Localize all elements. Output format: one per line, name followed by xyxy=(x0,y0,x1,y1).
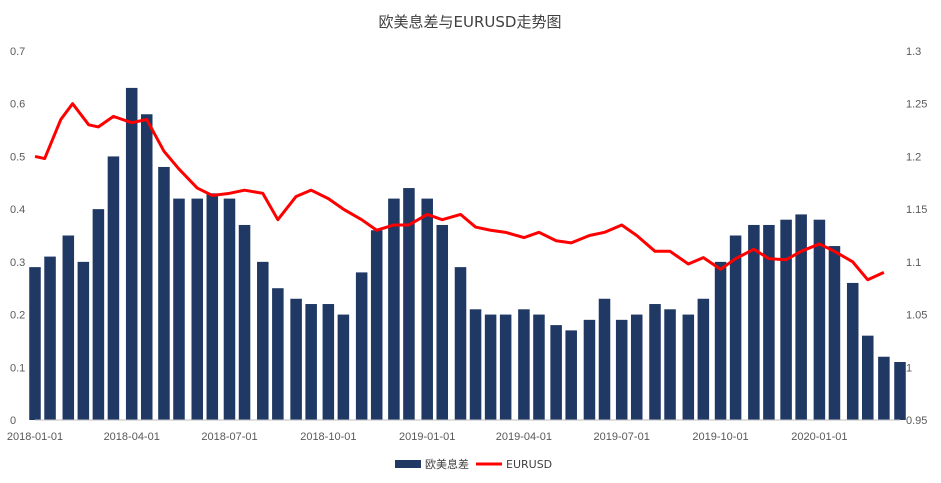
spread-bar xyxy=(173,198,185,420)
spread-bar xyxy=(729,235,742,420)
spread-bar xyxy=(370,230,383,420)
spread-bar xyxy=(257,261,269,420)
spread-bar xyxy=(388,198,400,420)
spread-bar xyxy=(894,362,906,420)
x-tick-label: 2019-07-01 xyxy=(594,431,650,443)
left-tick-label: 0.7 xyxy=(10,46,25,58)
spread-bar xyxy=(92,209,105,420)
spread-bar xyxy=(125,87,138,421)
legend: 欧美息差 EURUSD xyxy=(395,457,552,471)
x-tick-label: 2020-01-01 xyxy=(791,431,847,443)
right-tick-label: 1.25 xyxy=(906,99,927,111)
spread-bar xyxy=(355,272,368,420)
spread-bar xyxy=(238,224,251,420)
spread-bar xyxy=(846,282,859,420)
spread-bar xyxy=(630,314,643,420)
x-tick-label: 2019-04-01 xyxy=(496,431,552,443)
right-tick-label: 1 xyxy=(906,362,912,374)
right-tick-label: 1.1 xyxy=(906,257,921,269)
spread-bar xyxy=(862,335,874,420)
left-tick-label: 0.2 xyxy=(10,310,25,322)
spread-bar xyxy=(598,298,611,420)
x-tick-label: 2019-01-01 xyxy=(399,431,455,443)
spread-bar xyxy=(158,166,170,420)
legend-label-line: EURUSD xyxy=(506,458,552,471)
spread-bar xyxy=(533,314,545,420)
spread-bar xyxy=(305,304,317,420)
left-tick-label: 0.5 xyxy=(10,151,25,163)
x-tick-label: 2018-04-01 xyxy=(104,431,160,443)
spread-bar xyxy=(583,319,596,420)
spread-bar xyxy=(795,214,807,420)
spread-bar xyxy=(454,267,467,420)
spread-bar xyxy=(62,235,75,420)
spread-bar xyxy=(436,224,449,420)
right-tick-label: 1.05 xyxy=(906,310,927,322)
right-tick-label: 0.95 xyxy=(906,415,927,427)
x-tick-label: 2018-10-01 xyxy=(300,431,356,443)
left-axis-ticks: 0 0.1 0.2 0.3 0.4 0.5 0.6 0.7 xyxy=(10,46,25,427)
spread-bar xyxy=(828,246,841,420)
spread-bar xyxy=(223,198,236,420)
spread-bar xyxy=(29,267,41,420)
spread-bar xyxy=(499,314,512,420)
spread-bar xyxy=(337,314,350,420)
x-tick-label: 2018-07-01 xyxy=(201,431,257,443)
spread-bar xyxy=(206,193,219,420)
spread-bar xyxy=(272,288,284,420)
left-tick-label: 0.3 xyxy=(10,257,25,269)
spread-bar xyxy=(322,304,335,420)
spread-bar xyxy=(649,304,661,420)
legend-label-bar: 欧美息差 xyxy=(425,457,469,471)
spread-bar xyxy=(682,314,695,420)
right-tick-label: 1.3 xyxy=(906,46,921,58)
spread-bar xyxy=(878,356,890,420)
spread-bar xyxy=(550,325,562,420)
left-tick-label: 0 xyxy=(10,415,16,427)
spread-bar xyxy=(664,309,676,420)
spread-bar xyxy=(140,114,153,420)
x-axis-ticks: 2018-01-01 2018-04-01 2018-07-01 2018-10-01… xyxy=(7,431,848,443)
right-axis-ticks: 0.95 1 1.05 1.1 1.15 1.2 1.25 1.3 xyxy=(906,46,927,427)
spread-bar xyxy=(615,319,628,420)
spread-bar xyxy=(77,261,90,420)
spread-bar xyxy=(763,224,775,420)
spread-bar xyxy=(697,298,710,420)
spread-bar xyxy=(565,330,577,420)
x-tick-label: 2019-10-01 xyxy=(692,431,748,443)
spread-bar xyxy=(518,309,530,420)
spread-bar xyxy=(107,156,120,420)
left-tick-label: 0.1 xyxy=(10,362,25,374)
spread-bar xyxy=(813,219,826,420)
x-tick-label: 2018-01-01 xyxy=(7,431,63,443)
spread-bar xyxy=(191,198,204,420)
bar-series-layer xyxy=(29,87,906,421)
spread-bar xyxy=(748,224,760,420)
spread-bar xyxy=(421,198,433,420)
spread-bar xyxy=(714,261,727,420)
chart-title: 欧美息差与EURUSD走势图 xyxy=(379,13,562,31)
legend-swatch-bar xyxy=(395,460,421,468)
right-tick-label: 1.15 xyxy=(906,204,927,216)
spread-bar xyxy=(290,298,302,420)
spread-bar xyxy=(44,256,56,420)
right-tick-label: 1.2 xyxy=(906,151,921,163)
left-tick-label: 0.4 xyxy=(10,204,25,216)
eurusd-line xyxy=(34,102,885,282)
spread-bar xyxy=(484,314,497,420)
left-tick-label: 0.6 xyxy=(10,99,25,111)
spread-bar xyxy=(469,309,482,420)
spread-bar xyxy=(403,188,415,420)
spread-bar xyxy=(780,219,792,420)
